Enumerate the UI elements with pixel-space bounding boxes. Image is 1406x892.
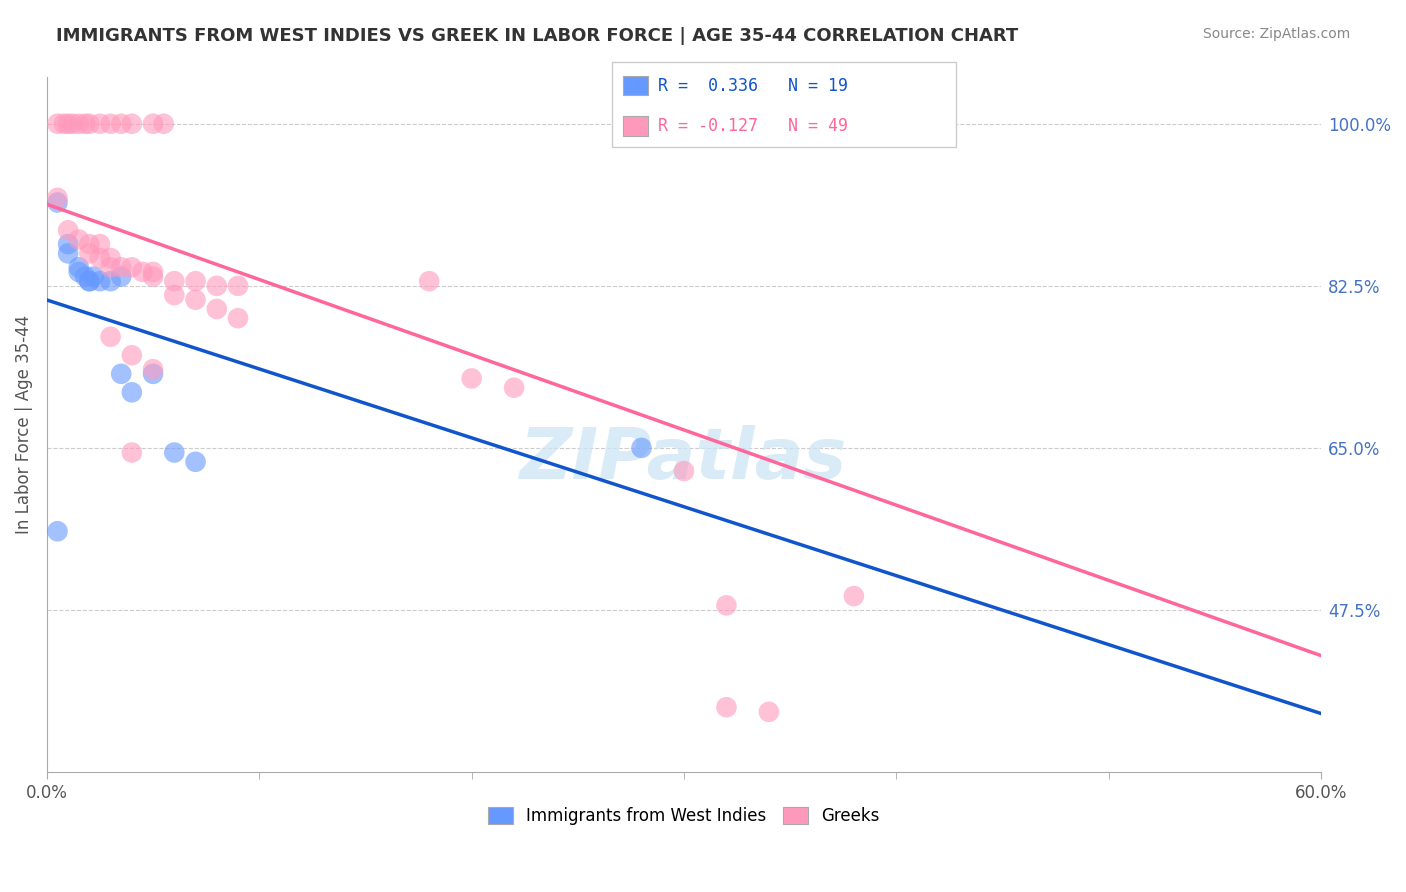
Point bbox=[630, 441, 652, 455]
Point bbox=[142, 362, 165, 376]
Point bbox=[79, 246, 101, 260]
Point bbox=[163, 445, 186, 459]
Point bbox=[75, 117, 97, 131]
Point bbox=[79, 274, 101, 288]
Point bbox=[52, 117, 75, 131]
Point bbox=[56, 223, 79, 237]
Point bbox=[205, 278, 228, 293]
Point bbox=[100, 260, 122, 275]
Point bbox=[46, 524, 69, 539]
Point bbox=[226, 278, 249, 293]
Point bbox=[67, 233, 90, 247]
Point bbox=[121, 445, 143, 459]
Point bbox=[56, 117, 79, 131]
Legend: Immigrants from West Indies, Greeks: Immigrants from West Indies, Greeks bbox=[479, 798, 889, 833]
Text: R = -0.127   N = 49: R = -0.127 N = 49 bbox=[658, 117, 848, 135]
Point bbox=[842, 589, 865, 603]
Point bbox=[503, 381, 526, 395]
Point bbox=[60, 117, 83, 131]
Point bbox=[56, 246, 79, 260]
Point bbox=[131, 265, 153, 279]
Point bbox=[110, 260, 132, 275]
Point bbox=[56, 237, 79, 252]
Point bbox=[89, 237, 111, 252]
Point bbox=[142, 269, 165, 284]
Text: ZIPatlas: ZIPatlas bbox=[520, 425, 848, 494]
Point bbox=[418, 274, 440, 288]
Point bbox=[142, 265, 165, 279]
Point bbox=[184, 293, 207, 307]
Point bbox=[121, 117, 143, 131]
Point bbox=[142, 367, 165, 381]
Text: R =  0.336   N = 19: R = 0.336 N = 19 bbox=[658, 77, 848, 95]
Point bbox=[89, 117, 111, 131]
Point bbox=[100, 274, 122, 288]
Point bbox=[672, 464, 695, 478]
Point bbox=[83, 269, 105, 284]
Point bbox=[79, 237, 101, 252]
Point bbox=[121, 260, 143, 275]
Point bbox=[121, 348, 143, 362]
Point bbox=[75, 269, 97, 284]
Point bbox=[226, 311, 249, 326]
Point bbox=[758, 705, 780, 719]
Point bbox=[184, 455, 207, 469]
Point bbox=[100, 251, 122, 265]
Point bbox=[110, 367, 132, 381]
Point bbox=[928, 117, 950, 131]
Point bbox=[100, 117, 122, 131]
Point bbox=[100, 330, 122, 344]
Point bbox=[67, 117, 90, 131]
Point bbox=[67, 260, 90, 275]
Point bbox=[460, 371, 482, 385]
Point bbox=[46, 117, 69, 131]
Point bbox=[205, 301, 228, 316]
Point bbox=[163, 288, 186, 302]
Point bbox=[67, 265, 90, 279]
Point bbox=[46, 191, 69, 205]
Point bbox=[89, 251, 111, 265]
Point bbox=[184, 274, 207, 288]
Point bbox=[800, 117, 823, 131]
Point bbox=[110, 269, 132, 284]
Point bbox=[46, 195, 69, 210]
Point bbox=[110, 117, 132, 131]
Text: Source: ZipAtlas.com: Source: ZipAtlas.com bbox=[1202, 27, 1350, 41]
Point bbox=[716, 700, 738, 714]
Text: IMMIGRANTS FROM WEST INDIES VS GREEK IN LABOR FORCE | AGE 35-44 CORRELATION CHAR: IMMIGRANTS FROM WEST INDIES VS GREEK IN … bbox=[56, 27, 1018, 45]
Point bbox=[142, 117, 165, 131]
Point bbox=[716, 599, 738, 613]
Point bbox=[89, 274, 111, 288]
Point bbox=[163, 274, 186, 288]
Point bbox=[79, 274, 101, 288]
Point bbox=[152, 117, 174, 131]
Y-axis label: In Labor Force | Age 35-44: In Labor Force | Age 35-44 bbox=[15, 315, 32, 534]
Point bbox=[121, 385, 143, 400]
Point bbox=[79, 117, 101, 131]
